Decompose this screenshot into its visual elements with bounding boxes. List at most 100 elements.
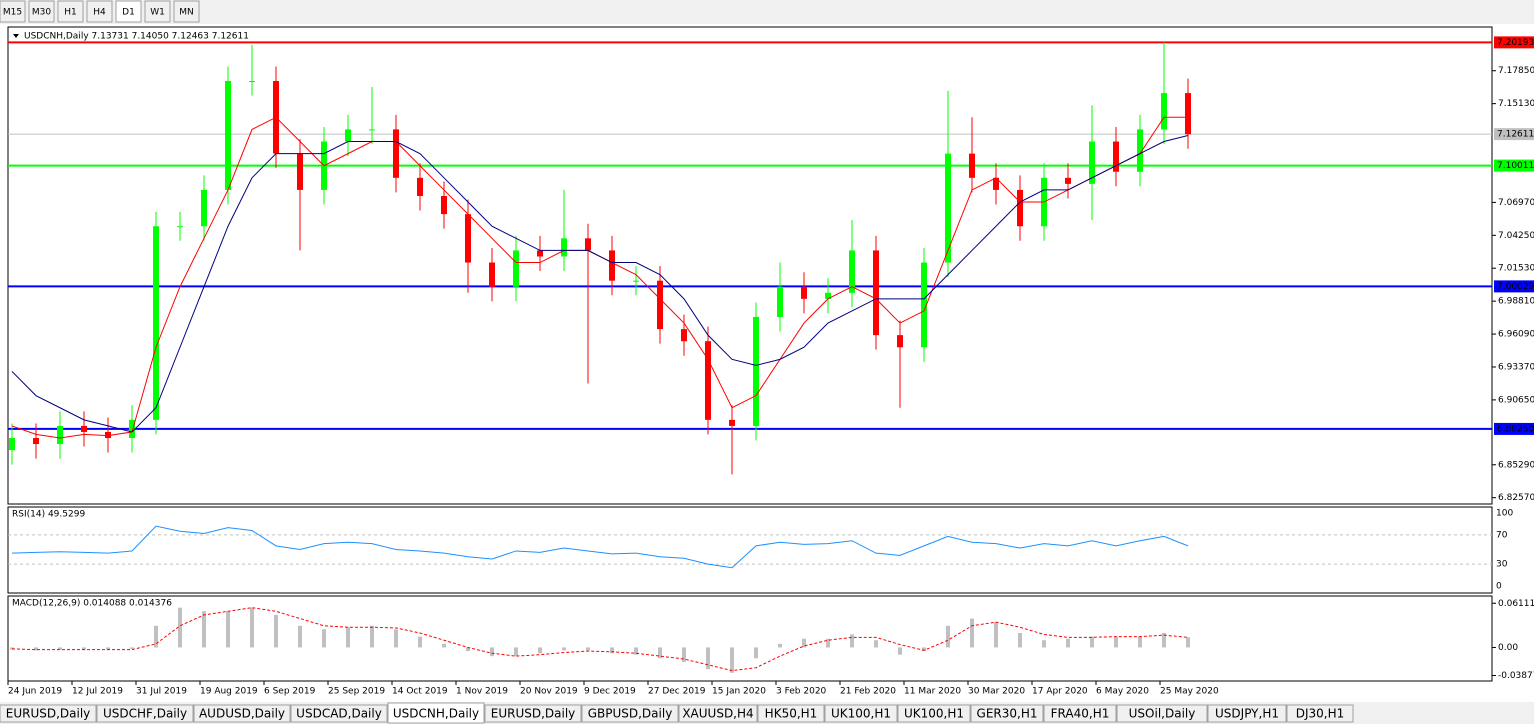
macd-bar — [610, 647, 614, 654]
symbol-tab[interactable] — [484, 704, 582, 723]
symbol-tab-label[interactable]: UK100,H1 — [904, 707, 964, 721]
candle-body — [1089, 141, 1095, 184]
symbol-tab[interactable] — [678, 704, 758, 723]
symbol-tab-label[interactable]: AUDUSD,Daily — [199, 707, 285, 721]
timeframe-label[interactable]: M15 — [3, 8, 22, 18]
timeframe-button[interactable] — [28, 0, 55, 23]
rsi-tick-label: 100 — [1496, 509, 1513, 519]
symbol-tab[interactable] — [1116, 704, 1208, 723]
toolbar — [0, 0, 1534, 24]
price-panel — [7, 26, 1493, 505]
y-tick-label: 6.82570 — [1498, 493, 1534, 503]
symbol-tab[interactable] — [96, 704, 194, 723]
macd-tick-label: 0.061119 — [1498, 599, 1534, 609]
candle-body — [9, 438, 15, 451]
candle-body — [681, 329, 687, 342]
macd-bar — [538, 647, 542, 654]
timeframe-label[interactable]: D1 — [122, 8, 135, 18]
candle-body — [993, 177, 999, 190]
symbol-tab[interactable] — [290, 704, 388, 723]
macd-bar — [130, 647, 134, 649]
timeframe-label[interactable]: M30 — [32, 8, 51, 18]
macd-bar — [898, 647, 902, 655]
rsi-tick-label: 30 — [1496, 560, 1508, 570]
timeframe-label[interactable]: MN — [179, 8, 194, 18]
macd-bar — [154, 625, 158, 648]
symbol-tab[interactable] — [970, 704, 1044, 723]
candle-body — [561, 238, 567, 257]
timeframe-button[interactable] — [115, 0, 142, 23]
symbol-tab[interactable] — [581, 704, 679, 723]
symbol-tab[interactable] — [387, 702, 485, 724]
macd-bar — [682, 647, 686, 662]
symbol-tab-label[interactable]: GBPUSD,Daily — [588, 707, 673, 721]
candle-body — [801, 286, 807, 299]
macd-tick-label: 0.00 — [1498, 643, 1518, 653]
symbol-tab-label[interactable]: USDCNH,Daily — [393, 707, 479, 721]
timeframe-button[interactable] — [57, 0, 84, 23]
timeframe-button[interactable] — [86, 0, 113, 23]
timeframe-button[interactable] — [144, 0, 171, 23]
symbol-tab[interactable] — [897, 704, 971, 723]
symbol-tab[interactable] — [757, 704, 825, 723]
rsi-line — [11, 525, 1189, 569]
timeframe-label[interactable]: W1 — [150, 8, 165, 18]
symbol-tab[interactable] — [1207, 704, 1287, 723]
candle-body — [129, 419, 135, 439]
candle-body — [1161, 93, 1167, 130]
candle-body — [1185, 93, 1191, 135]
symbol-tab-label[interactable]: DJ30,H1 — [1296, 707, 1345, 721]
macd-bar — [202, 611, 206, 648]
candle-body — [969, 153, 975, 178]
date-label: 20 Nov 2019 — [520, 687, 578, 697]
symbol-tab-label[interactable]: USDCAD,Daily — [296, 707, 382, 721]
symbol-tab[interactable] — [824, 704, 898, 723]
symbol-tab[interactable] — [193, 704, 291, 723]
y-tick-label: 6.93370 — [1498, 362, 1534, 372]
date-label: 30 Mar 2020 — [968, 687, 1025, 697]
candle-body — [777, 286, 783, 317]
macd-bar — [778, 643, 782, 648]
y-tick-label: 6.96090 — [1498, 330, 1534, 340]
symbol-tab-label[interactable]: GER30,H1 — [977, 707, 1038, 721]
symbol-tab[interactable] — [1043, 704, 1117, 723]
macd-bar — [274, 614, 278, 648]
symbol-tab-label[interactable]: FRA40,H1 — [1051, 707, 1110, 721]
date-label: 19 Aug 2019 — [200, 687, 258, 697]
macd-bar — [634, 647, 638, 655]
timeframe-button[interactable] — [0, 0, 26, 23]
candle-body — [57, 425, 63, 445]
symbol-tab-label[interactable]: USDJPY,H1 — [1215, 707, 1279, 721]
symbol-tab[interactable] — [0, 704, 97, 723]
candle-body — [393, 129, 399, 178]
symbol-tab-label[interactable]: EURUSD,Daily — [491, 707, 576, 721]
symbol-tab-label[interactable]: XAUUSD,H4 — [682, 707, 753, 721]
symbol-tab-label[interactable]: UK100,H1 — [831, 707, 891, 721]
candle-body — [657, 280, 663, 330]
symbol-tab-label[interactable]: USDCHF,Daily — [103, 707, 187, 721]
candle-body — [177, 226, 183, 228]
level-label-bg — [1494, 280, 1534, 293]
candle-body — [297, 153, 303, 190]
symbol-tab-label[interactable]: HK50,H1 — [765, 707, 818, 721]
macd-bar — [250, 607, 254, 648]
timeframe-button[interactable] — [173, 0, 200, 23]
macd-bar — [754, 647, 758, 659]
macd-bar — [106, 647, 110, 650]
macd-bar — [922, 647, 926, 652]
macd-bar — [826, 638, 830, 648]
macd-bar — [1066, 638, 1070, 648]
macd-bar — [730, 647, 734, 673]
timeframe-label[interactable]: H1 — [64, 8, 77, 18]
date-label: 9 Dec 2019 — [584, 687, 636, 697]
candle-body — [945, 153, 951, 263]
candle-body — [825, 292, 831, 299]
macd-label: MACD(12,26,9) 0.014088 0.014376 — [12, 599, 172, 609]
date-label: 27 Dec 2019 — [648, 687, 706, 697]
timeframe-label[interactable]: H4 — [93, 8, 106, 18]
symbol-tab-label[interactable]: EURUSD,Daily — [6, 707, 91, 721]
symbol-tab[interactable] — [1286, 704, 1354, 723]
symbol-tab-label[interactable]: USOil,Daily — [1129, 707, 1196, 721]
macd-bar — [58, 647, 62, 650]
macd-bar — [994, 622, 998, 648]
